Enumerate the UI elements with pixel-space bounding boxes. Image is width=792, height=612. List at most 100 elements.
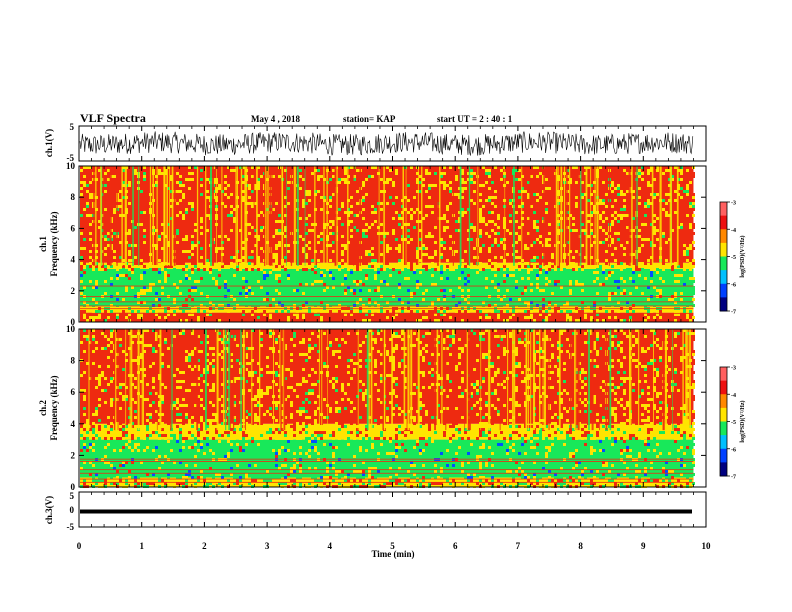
spectrogram-cell: [449, 220, 452, 223]
spectrogram-cell: [665, 232, 668, 235]
spectrogram-cell: [206, 190, 209, 193]
spectrogram-cell: [506, 289, 509, 292]
spectrogram-cell: [305, 235, 308, 238]
spectrogram-cell: [350, 190, 353, 193]
spectrogram-cell: [386, 271, 389, 274]
spectrogram-cell: [98, 289, 101, 292]
spectrogram-cell: [410, 238, 413, 241]
spectrogram-cell: [527, 274, 530, 277]
spectrogram-cell: [680, 247, 683, 250]
spectrogram-cell: [362, 235, 365, 238]
spectrogram-cell: [368, 286, 371, 289]
spectrogram-cell: [527, 196, 530, 199]
spectrogram-cell: [440, 175, 443, 178]
spectrogram-cell: [275, 244, 278, 247]
spectrogram-cell: [515, 205, 518, 208]
spectrogram-cell: [638, 187, 641, 190]
spectrogram-cell: [413, 190, 416, 193]
spectrogram-cell: [674, 211, 677, 214]
spectrogram-cell: [518, 205, 521, 208]
spectrogram-cell: [410, 253, 413, 256]
spectrogram-cell: [644, 169, 647, 172]
spectrogram-cell: [617, 280, 620, 283]
spectrogram-cell: [197, 211, 200, 214]
spectrogram-cell: [692, 205, 695, 208]
spectrogram-cell: [248, 286, 251, 289]
spectrogram-cell: [521, 220, 524, 223]
spectrogram-cell: [353, 280, 356, 283]
spectrogram-cell: [185, 235, 188, 238]
spectrogram-cell: [575, 250, 578, 253]
spectrogram-cell: [518, 292, 521, 295]
spectrogram-cell: [185, 193, 188, 196]
spectrogram-cell: [569, 271, 572, 274]
spectrogram-cell: [593, 247, 596, 250]
spectrogram-cell: [494, 181, 497, 184]
spectrogram-cell: [185, 196, 188, 199]
spectrogram-cell: [227, 238, 230, 241]
spectrogram-cell: [647, 166, 650, 169]
spectrogram-cell: [302, 250, 305, 253]
spectrogram-cell: [602, 181, 605, 184]
spectrogram-cell: [656, 229, 659, 232]
spectrogram-cell: [551, 229, 554, 232]
spectrogram-cell: [284, 226, 287, 229]
spectrogram-cell: [599, 172, 602, 175]
spectrogram-cell: [410, 265, 413, 268]
spectrogram-cell: [302, 184, 305, 187]
spectrogram-cell: [440, 289, 443, 292]
spectrogram-cell: [545, 241, 548, 244]
spectrogram-cell: [581, 211, 584, 214]
spectrogram-cell: [284, 184, 287, 187]
spectrogram-cell: [461, 241, 464, 244]
spectrogram-cell: [122, 283, 125, 286]
spectrogram-cell: [428, 184, 431, 187]
spectrogram-cell: [482, 274, 485, 277]
spectrogram-cell: [506, 214, 509, 217]
spectrogram-cell: [488, 232, 491, 235]
spectrogram-cell: [167, 259, 170, 262]
spectrogram-cell: [569, 280, 572, 283]
spectrogram-cell: [674, 277, 677, 280]
spectrogram-cell: [656, 256, 659, 259]
spectrogram-cell: [518, 268, 521, 271]
spectrogram-cell: [320, 196, 323, 199]
spectrogram-cell: [404, 289, 407, 292]
spectrogram-cell: [197, 229, 200, 232]
spectrogram-cell: [215, 271, 218, 274]
spectrogram-cell: [650, 247, 653, 250]
spectrogram-cell: [584, 196, 587, 199]
spectrogram-cell: [173, 277, 176, 280]
spectrogram-cell: [653, 226, 656, 229]
spectrogram-cell: [551, 205, 554, 208]
spectrogram-cell: [86, 217, 89, 220]
spectrogram-cell: [623, 181, 626, 184]
spectrogram-cell: [464, 184, 467, 187]
spectrogram-cell: [683, 205, 686, 208]
spectrogram-cell: [428, 208, 431, 211]
spectrogram-cell: [680, 259, 683, 262]
spectrogram-cell: [689, 247, 692, 250]
spectrogram-cell: [332, 211, 335, 214]
spectrogram-cell: [644, 205, 647, 208]
spectrogram-cell: [494, 277, 497, 280]
spectrogram-cell: [104, 253, 107, 256]
spectrogram-cell: [272, 208, 275, 211]
spectrogram-cell: [158, 280, 161, 283]
spectrogram-cell: [458, 250, 461, 253]
spectrogram-cell: [425, 202, 428, 205]
spectrogram-cell: [287, 193, 290, 196]
spectrogram-cell: [404, 184, 407, 187]
spectrogram-cell: [380, 250, 383, 253]
spectrogram-cell: [350, 280, 353, 283]
spectrogram-cell: [239, 253, 242, 256]
spectrogram-cell: [500, 268, 503, 271]
spectrogram-cell: [500, 208, 503, 211]
spectrogram-cell: [296, 289, 299, 292]
spectrogram-cell: [341, 208, 344, 211]
spectrogram-cell: [92, 271, 95, 274]
spectrogram-cell: [548, 268, 551, 271]
spectrogram-cell: [464, 196, 467, 199]
spectrogram-cell: [443, 184, 446, 187]
spectrogram-cell: [689, 235, 692, 238]
